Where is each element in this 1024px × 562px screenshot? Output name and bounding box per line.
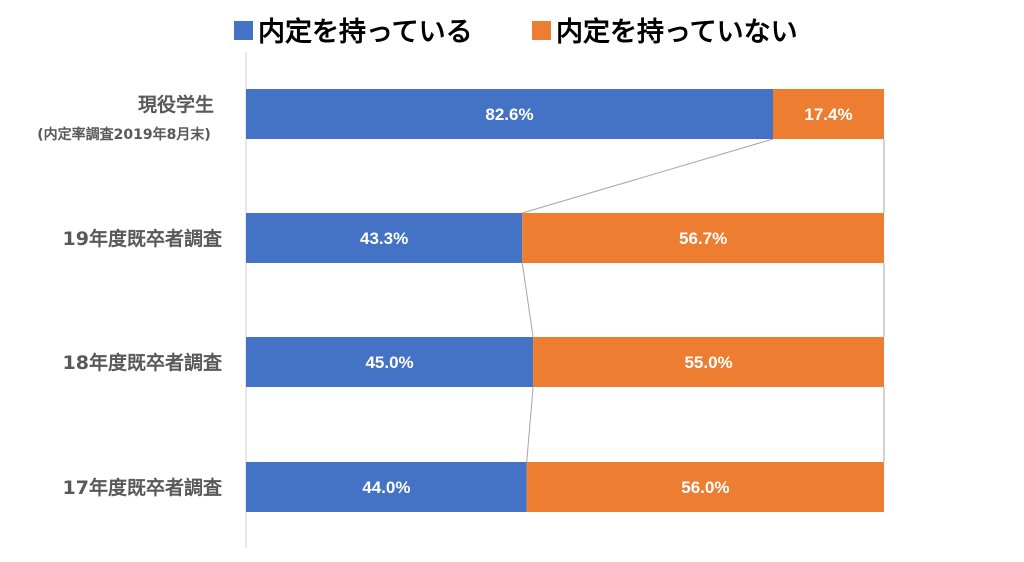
data-label: 56.7% xyxy=(679,229,727,248)
legend: 内定を持っている 内定を持っていない xyxy=(234,16,798,48)
bar-segment xyxy=(522,213,884,263)
legend-label: 内定を持っている xyxy=(258,16,473,48)
data-label: 43.3% xyxy=(360,229,408,248)
data-label: 55.0% xyxy=(684,353,732,372)
bar-segment xyxy=(246,337,534,387)
series-line xyxy=(521,262,534,338)
bar-segment xyxy=(246,89,773,139)
bars: 82.6% 17.4% 43.3% 56.7% 45.0% 55.0% 44.0% 56.0% xyxy=(246,89,884,512)
series-lines xyxy=(521,138,885,463)
category-label: 19年度既卒者調査 xyxy=(63,227,223,250)
data-label: 17.4% xyxy=(804,105,852,124)
data-label: 82.6% xyxy=(485,105,533,124)
category-sublabel: (内定率調査2019年8月末) xyxy=(37,126,211,143)
legend-label: 内定を持っていない xyxy=(556,16,798,48)
legend-swatch xyxy=(234,21,253,40)
series-line xyxy=(526,386,534,463)
legend-swatch xyxy=(532,21,551,40)
category-label: 現役学生 xyxy=(138,93,214,116)
bar-segment xyxy=(246,462,527,512)
category-label: 17年度既卒者調査 xyxy=(63,476,223,499)
bar-segment xyxy=(246,213,523,263)
data-label: 56.0% xyxy=(681,478,729,497)
bar-segment xyxy=(772,89,884,139)
bar-segment xyxy=(533,337,884,387)
series-line xyxy=(522,138,774,214)
data-label: 44.0% xyxy=(362,478,410,497)
category-label: 18年度既卒者調査 xyxy=(63,351,223,374)
data-label: 45.0% xyxy=(365,353,413,372)
category-labels: 現役学生 (内定率調査2019年8月末) 19年度既卒者調査 18年度既卒者調査 17年… xyxy=(37,93,223,499)
bar-segment xyxy=(526,462,884,512)
